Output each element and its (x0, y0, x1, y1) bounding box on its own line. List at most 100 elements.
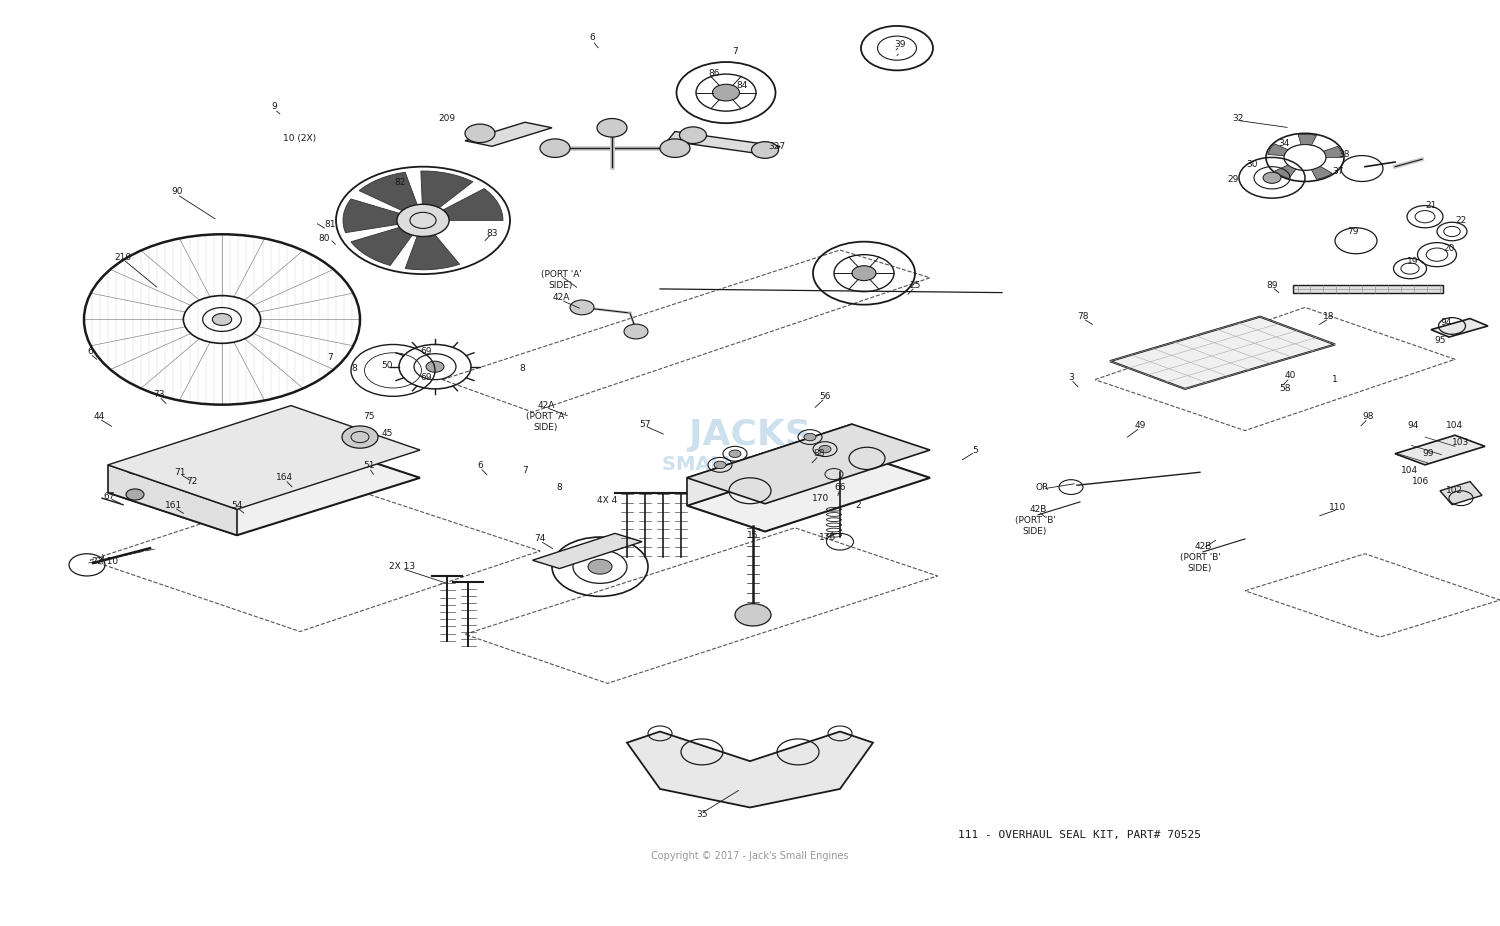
Text: 29: 29 (1227, 175, 1239, 184)
Text: 78: 78 (1077, 312, 1089, 321)
Text: 38: 38 (1338, 150, 1350, 159)
Text: 7: 7 (732, 47, 738, 56)
Text: 39: 39 (894, 40, 906, 49)
Text: 6: 6 (477, 461, 483, 470)
Polygon shape (687, 424, 930, 504)
Text: 7: 7 (522, 466, 528, 475)
Text: (PORT 'A': (PORT 'A' (525, 412, 567, 421)
Text: Copyright © 2017 - Jack's Small Engines: Copyright © 2017 - Jack's Small Engines (651, 851, 849, 860)
Text: 6: 6 (87, 347, 93, 357)
Text: 19: 19 (1407, 257, 1419, 266)
Text: 10 (2X): 10 (2X) (284, 134, 316, 144)
Circle shape (1263, 172, 1281, 183)
Circle shape (660, 139, 690, 157)
Text: 58: 58 (1280, 384, 1292, 394)
Text: 37: 37 (1332, 167, 1344, 176)
Text: 35: 35 (696, 810, 708, 820)
Text: 6: 6 (590, 32, 596, 42)
Text: 49: 49 (1134, 421, 1146, 431)
Text: 3: 3 (1068, 373, 1074, 382)
Polygon shape (1395, 435, 1485, 465)
Text: 86: 86 (708, 69, 720, 78)
Text: 164: 164 (276, 473, 294, 482)
Text: 84: 84 (736, 81, 748, 90)
Text: 57: 57 (639, 419, 651, 429)
Polygon shape (1440, 482, 1482, 505)
Text: 20: 20 (1443, 244, 1455, 253)
Text: OR: OR (1036, 482, 1048, 492)
Circle shape (126, 489, 144, 500)
Text: SMALL ENGINES: SMALL ENGINES (662, 456, 839, 474)
Text: 176: 176 (819, 532, 837, 542)
Polygon shape (532, 533, 642, 569)
Circle shape (712, 84, 740, 101)
Text: 42B: 42B (1029, 505, 1047, 514)
Text: 82: 82 (394, 178, 406, 187)
Polygon shape (1268, 144, 1288, 156)
Text: 81: 81 (324, 219, 336, 229)
Polygon shape (668, 131, 780, 156)
Text: 42B: 42B (1194, 542, 1212, 551)
Text: 56: 56 (819, 392, 831, 401)
Text: 327: 327 (768, 142, 786, 151)
Text: 94: 94 (1440, 318, 1452, 327)
Text: 94: 94 (1407, 421, 1419, 431)
Circle shape (680, 127, 706, 144)
Text: 22: 22 (1455, 216, 1467, 225)
Text: 79: 79 (1347, 227, 1359, 236)
Text: 69: 69 (420, 373, 432, 382)
Circle shape (465, 124, 495, 143)
Text: 67: 67 (104, 492, 116, 501)
Text: 66: 66 (834, 482, 846, 492)
Circle shape (819, 445, 831, 453)
Text: 111 - OVERHAUL SEAL KIT, PART# 70525: 111 - OVERHAUL SEAL KIT, PART# 70525 (958, 831, 1202, 840)
Circle shape (126, 463, 144, 474)
Polygon shape (1323, 146, 1342, 157)
Text: 74: 74 (534, 534, 546, 544)
Text: (PORT 'A': (PORT 'A' (540, 269, 582, 279)
Circle shape (342, 426, 378, 448)
Text: SIDE): SIDE) (1188, 564, 1212, 573)
Text: 103: 103 (1452, 438, 1470, 447)
Text: 73: 73 (153, 390, 165, 399)
Circle shape (714, 461, 726, 469)
Text: 44: 44 (93, 412, 105, 421)
Text: 83: 83 (486, 229, 498, 238)
Text: 89: 89 (1266, 281, 1278, 290)
Text: JACKS: JACKS (688, 419, 812, 452)
Circle shape (398, 205, 448, 236)
Polygon shape (442, 189, 503, 220)
Text: 90: 90 (171, 187, 183, 196)
Polygon shape (1311, 167, 1332, 180)
Text: 21: 21 (1425, 201, 1437, 210)
Text: 98: 98 (1362, 412, 1374, 421)
Text: 40: 40 (1284, 371, 1296, 381)
Polygon shape (108, 465, 237, 535)
Text: 18: 18 (1323, 312, 1335, 321)
Circle shape (752, 142, 778, 158)
Circle shape (597, 119, 627, 137)
Text: 4X 4: 4X 4 (597, 495, 618, 505)
Text: 170: 170 (812, 494, 830, 503)
Text: 88: 88 (813, 449, 825, 458)
Text: 71: 71 (174, 468, 186, 477)
Text: 25: 25 (909, 281, 921, 290)
Circle shape (852, 266, 876, 281)
Polygon shape (344, 199, 399, 232)
Text: 5: 5 (972, 445, 978, 455)
Text: SIDE): SIDE) (534, 423, 558, 432)
Text: 30: 30 (1246, 160, 1258, 169)
Text: 2X 10: 2X 10 (92, 557, 118, 566)
Circle shape (729, 450, 741, 457)
Text: 7: 7 (327, 353, 333, 362)
Polygon shape (1293, 285, 1443, 293)
Text: 69: 69 (420, 347, 432, 357)
Text: 8: 8 (351, 364, 357, 373)
Circle shape (426, 361, 444, 372)
Text: (PORT 'B': (PORT 'B' (1014, 516, 1056, 525)
Text: 9: 9 (272, 102, 278, 111)
Text: SIDE): SIDE) (549, 281, 573, 290)
Circle shape (213, 314, 231, 325)
Text: 80: 80 (318, 234, 330, 244)
Text: 210: 210 (114, 253, 132, 262)
